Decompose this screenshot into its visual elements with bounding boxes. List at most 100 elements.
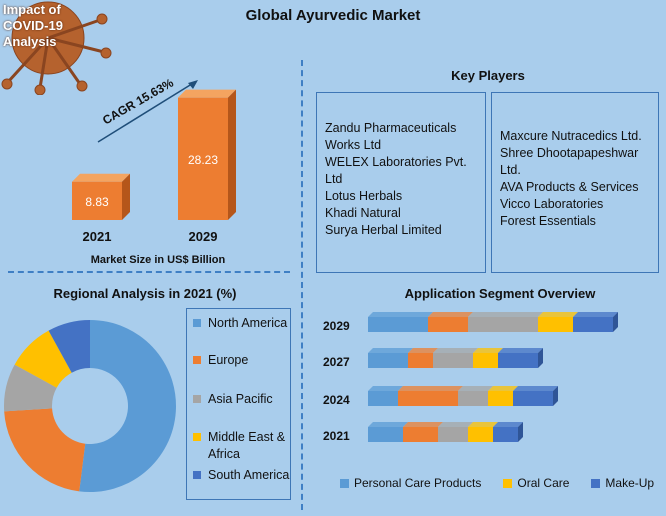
legend-swatch xyxy=(193,356,201,364)
badge-line: Analysis xyxy=(3,34,57,49)
donut-slice xyxy=(4,408,86,492)
legend-swatch xyxy=(340,478,349,488)
regional-legend: North America Europe Asia Pacific Middle… xyxy=(186,308,291,500)
page-title: Global Ayurvedic Market xyxy=(245,7,421,24)
legend-label: Make-Up xyxy=(605,476,655,490)
key-player: Shree Dhootapapeshwar Ltd. xyxy=(500,146,639,177)
legend-label: Europe xyxy=(208,353,249,367)
segment-top xyxy=(498,348,543,353)
segment-bar xyxy=(408,353,433,368)
donut-slice xyxy=(48,320,90,373)
regional-title: Regional Analysis in 2021 (%) xyxy=(53,286,237,301)
segment-bar xyxy=(468,427,493,442)
legend-item: Personal Care Products xyxy=(340,476,481,490)
category-label: 2029 xyxy=(189,229,218,244)
covid-virus-icon xyxy=(1,1,112,95)
segment-top xyxy=(438,422,473,427)
key-player: Khadi Natural xyxy=(325,206,401,220)
market-size-chart: 8.83 2021 28.23 2029 Market Size in US$ Bill… xyxy=(72,75,236,265)
bar-value-label: 8.83 xyxy=(85,195,109,209)
legend-swatch xyxy=(591,478,601,488)
legend-label: North America xyxy=(208,316,288,330)
segment-top xyxy=(368,348,413,353)
legend-item: Asia Pacific xyxy=(193,391,273,408)
segment-bar xyxy=(398,391,458,406)
legend-swatch xyxy=(193,395,201,403)
key-player: Lotus Herbals xyxy=(325,189,403,203)
category-label: 2029 xyxy=(323,319,350,333)
key-player: Zandu Pharmaceuticals Works Ltd xyxy=(325,121,457,152)
legend-swatch xyxy=(503,478,513,488)
segment-top xyxy=(428,312,473,317)
segment-bar xyxy=(468,317,538,332)
horizontal-divider xyxy=(8,271,290,273)
segment-bar xyxy=(428,317,468,332)
application-segment-chart: 2029 2027 2024 2021 xyxy=(323,312,618,443)
legend-label: Middle East & Africa xyxy=(208,430,286,461)
bar-value-label: 28.23 xyxy=(188,153,218,167)
category-label: 2024 xyxy=(323,393,350,407)
legend-label: Oral Care xyxy=(517,476,570,490)
key-player: AVA Products & Services xyxy=(500,180,639,194)
segment-bar xyxy=(493,427,518,442)
segment-top xyxy=(468,312,543,317)
key-player: Surya Herbal Limited xyxy=(325,223,442,237)
category-label: 2021 xyxy=(323,429,350,443)
vertical-divider xyxy=(301,60,303,510)
legend-item: Make-Up xyxy=(591,476,654,490)
segment-bar xyxy=(513,391,553,406)
cagr-arrow xyxy=(97,81,196,143)
bar xyxy=(72,181,122,220)
key-player: WELEX Laboratories Pvt. Ltd xyxy=(325,155,467,186)
segment-top xyxy=(458,386,493,391)
segment-bar xyxy=(488,391,513,406)
segment-top xyxy=(368,386,403,391)
legend-item: Middle East & Africa xyxy=(193,429,288,463)
axis-label: Market Size in US$ Billion xyxy=(91,254,226,265)
segment-bar xyxy=(458,391,488,406)
donut-slice xyxy=(4,364,57,412)
segment-top xyxy=(433,348,478,353)
legend-swatch xyxy=(193,433,201,441)
segment-bar xyxy=(403,427,438,442)
segment-bar xyxy=(498,353,538,368)
segment-top xyxy=(398,386,463,391)
segment-bar xyxy=(433,353,473,368)
segment-top xyxy=(368,312,433,317)
segment-top xyxy=(493,422,523,427)
segment-bar xyxy=(473,353,498,368)
legend-item: South America xyxy=(193,467,289,484)
legend-label: South America xyxy=(208,468,290,482)
segment-top xyxy=(488,386,518,391)
bar-top xyxy=(72,173,130,182)
application-legend: Personal Care Products Oral Care Make-Up xyxy=(340,476,654,490)
segment-side xyxy=(538,348,543,368)
bar-top xyxy=(178,89,236,98)
segment-top xyxy=(513,386,558,391)
legend-item: Oral Care xyxy=(503,476,569,490)
category-label: 2021 xyxy=(83,229,112,244)
segment-bar xyxy=(368,391,398,406)
segment-top xyxy=(473,348,503,353)
application-title: Application Segment Overview xyxy=(404,286,596,301)
donut-slice xyxy=(14,330,72,388)
segment-bar xyxy=(438,427,468,442)
key-player: Vicco Laboratories xyxy=(500,197,604,211)
category-label: 2027 xyxy=(323,355,350,369)
key-players-right-box: Maxcure Nutracedics Ltd. Shree Dhootapap… xyxy=(491,92,659,273)
arrow-head-icon xyxy=(188,80,198,89)
key-players-title: Key Players xyxy=(451,68,525,83)
legend-swatch xyxy=(193,471,201,479)
key-player: Maxcure Nutracedics Ltd. xyxy=(500,129,642,143)
donut-slice xyxy=(79,320,176,492)
legend-label: Asia Pacific xyxy=(208,392,273,406)
badge-line: Impact of xyxy=(3,2,61,17)
segment-bar xyxy=(368,353,408,368)
bar xyxy=(178,97,228,220)
segment-top xyxy=(573,312,618,317)
segment-top xyxy=(368,422,408,427)
bar-side xyxy=(122,173,130,220)
segment-bar xyxy=(368,317,428,332)
segment-side xyxy=(553,386,558,406)
segment-top xyxy=(468,422,498,427)
